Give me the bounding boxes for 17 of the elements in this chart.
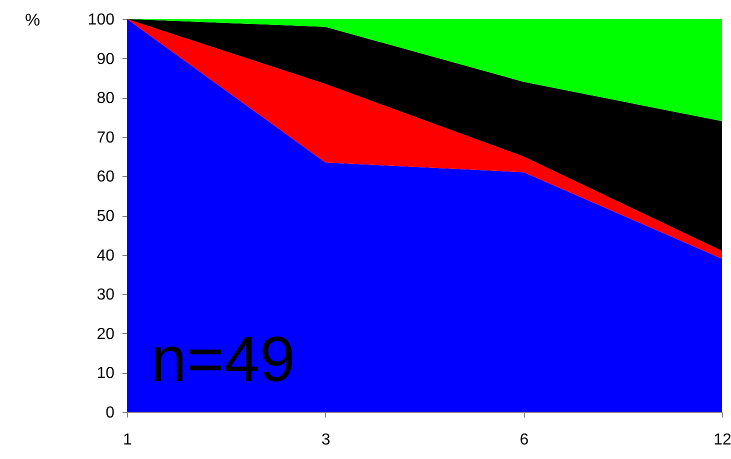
x-tick-label: 1	[123, 432, 132, 448]
x-tick-label: 3	[321, 432, 330, 448]
y-tick-label: 70	[96, 129, 115, 146]
y-tick-label: 0	[106, 404, 115, 422]
y-tick-label: 50	[96, 208, 115, 225]
y-axis-title: %	[24, 10, 40, 30]
y-tick-label: 40	[96, 247, 115, 264]
x-tick-label: 12	[714, 432, 731, 448]
y-tick-label: 10	[96, 365, 115, 382]
annotation: n=49	[151, 323, 296, 395]
x-tick-label: 6	[520, 432, 529, 448]
y-tick-label: 30	[96, 286, 115, 304]
y-tick-label: 90	[96, 50, 115, 68]
y-tick-label: 60	[96, 168, 115, 186]
y-tick-label: 80	[96, 90, 115, 108]
y-tick-label: 100	[88, 12, 115, 28]
y-tick-label: 20	[96, 326, 115, 343]
